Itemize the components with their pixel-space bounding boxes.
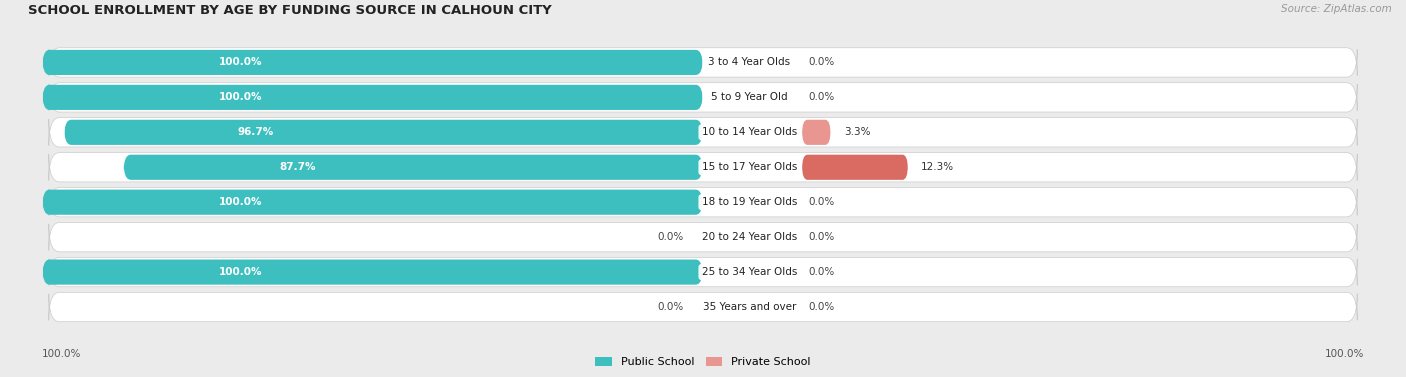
Text: 100.0%: 100.0% — [219, 197, 262, 207]
Text: 35 Years and over: 35 Years and over — [703, 302, 796, 312]
Text: 87.7%: 87.7% — [278, 162, 315, 172]
FancyBboxPatch shape — [49, 153, 1357, 182]
Text: 100.0%: 100.0% — [42, 349, 82, 359]
Text: 0.0%: 0.0% — [657, 232, 683, 242]
Text: 100.0%: 100.0% — [219, 92, 262, 103]
Text: 100.0%: 100.0% — [219, 57, 262, 67]
Legend: Public School, Private School: Public School, Private School — [591, 352, 815, 371]
Text: 18 to 19 Year Olds: 18 to 19 Year Olds — [702, 197, 797, 207]
FancyBboxPatch shape — [49, 83, 1357, 112]
Text: 10 to 14 Year Olds: 10 to 14 Year Olds — [702, 127, 797, 137]
FancyBboxPatch shape — [49, 257, 1357, 287]
FancyBboxPatch shape — [42, 50, 703, 75]
Text: 3 to 4 Year Olds: 3 to 4 Year Olds — [709, 57, 790, 67]
Text: 0.0%: 0.0% — [808, 57, 835, 67]
Text: 0.0%: 0.0% — [808, 197, 835, 207]
Text: 0.0%: 0.0% — [808, 267, 835, 277]
Text: SCHOOL ENROLLMENT BY AGE BY FUNDING SOURCE IN CALHOUN CITY: SCHOOL ENROLLMENT BY AGE BY FUNDING SOUR… — [28, 4, 553, 17]
FancyBboxPatch shape — [42, 259, 703, 285]
Text: 100.0%: 100.0% — [219, 267, 262, 277]
Text: 0.0%: 0.0% — [808, 302, 835, 312]
Text: 0.0%: 0.0% — [808, 232, 835, 242]
Text: 0.0%: 0.0% — [808, 92, 835, 103]
Text: 20 to 24 Year Olds: 20 to 24 Year Olds — [702, 232, 797, 242]
FancyBboxPatch shape — [65, 120, 703, 145]
Text: 25 to 34 Year Olds: 25 to 34 Year Olds — [702, 267, 797, 277]
FancyBboxPatch shape — [124, 155, 703, 180]
Text: 15 to 17 Year Olds: 15 to 17 Year Olds — [702, 162, 797, 172]
FancyBboxPatch shape — [42, 190, 703, 215]
FancyBboxPatch shape — [801, 120, 831, 145]
Text: 0.0%: 0.0% — [657, 302, 683, 312]
FancyBboxPatch shape — [49, 292, 1357, 322]
FancyBboxPatch shape — [801, 155, 908, 180]
FancyBboxPatch shape — [42, 85, 703, 110]
Text: 12.3%: 12.3% — [921, 162, 955, 172]
FancyBboxPatch shape — [49, 48, 1357, 77]
Text: 96.7%: 96.7% — [238, 127, 274, 137]
FancyBboxPatch shape — [49, 222, 1357, 252]
Text: Source: ZipAtlas.com: Source: ZipAtlas.com — [1281, 4, 1392, 14]
Text: 3.3%: 3.3% — [844, 127, 870, 137]
Text: 100.0%: 100.0% — [1324, 349, 1364, 359]
FancyBboxPatch shape — [49, 187, 1357, 217]
Text: 5 to 9 Year Old: 5 to 9 Year Old — [711, 92, 787, 103]
FancyBboxPatch shape — [49, 118, 1357, 147]
